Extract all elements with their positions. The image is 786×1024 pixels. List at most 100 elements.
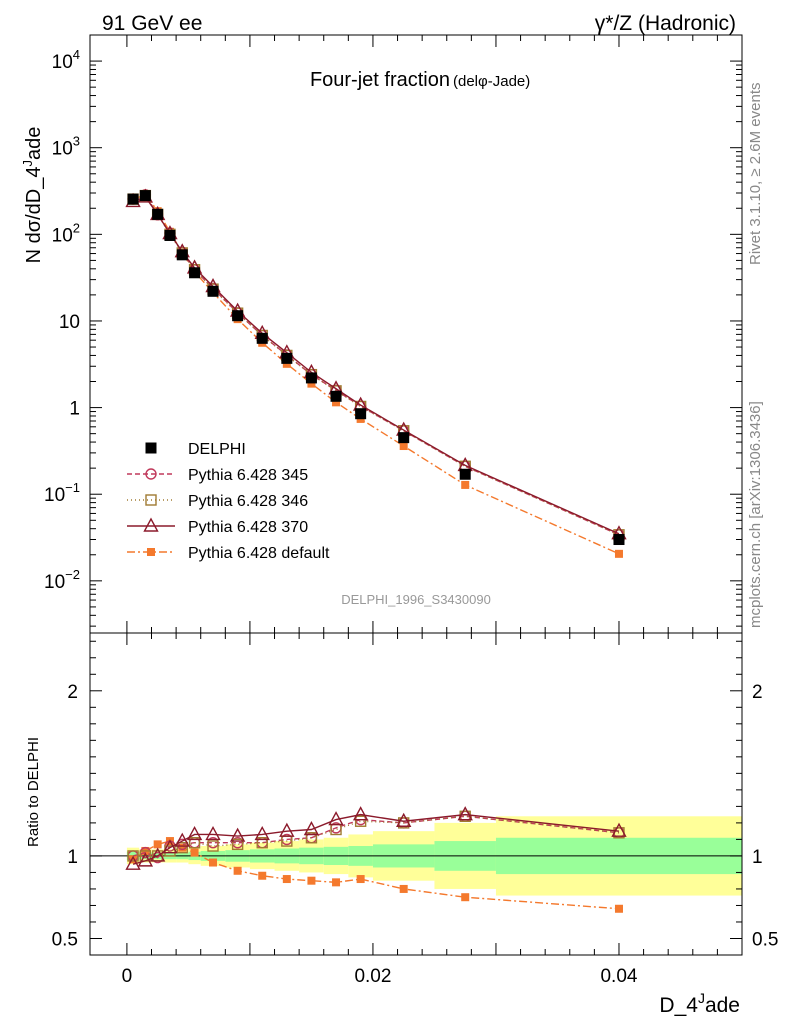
ratio-point bbox=[328, 811, 344, 826]
data-point bbox=[232, 310, 244, 322]
ratio-point bbox=[127, 850, 139, 862]
ratio-point bbox=[174, 832, 190, 847]
legend-marker bbox=[145, 442, 157, 454]
legend-label: Pythia 6.428 default bbox=[188, 545, 330, 562]
ratio-point bbox=[209, 858, 218, 867]
data-point bbox=[127, 193, 139, 205]
data-point bbox=[307, 379, 316, 388]
ratio-tick-label-right: 0.5 bbox=[752, 929, 778, 950]
data-point bbox=[139, 190, 151, 202]
legend-entry: Pythia 6.428 346 bbox=[127, 493, 308, 510]
ratio-point bbox=[205, 825, 221, 841]
ratio-point bbox=[149, 847, 166, 862]
ratio-series bbox=[125, 806, 627, 913]
y-tick-label: 103 bbox=[52, 134, 80, 160]
y-tick-label: 1 bbox=[69, 399, 80, 420]
data-point bbox=[461, 480, 470, 489]
ratio-series-3 bbox=[125, 806, 627, 870]
y-tick-label: 10−2 bbox=[44, 567, 80, 593]
data-point bbox=[398, 432, 410, 444]
series-0 bbox=[127, 190, 625, 546]
data-point bbox=[613, 534, 625, 546]
ratio-frame bbox=[89, 632, 743, 956]
data-point bbox=[614, 549, 623, 558]
ratio-point bbox=[352, 806, 369, 821]
ratio-point bbox=[153, 840, 162, 849]
data-point bbox=[281, 352, 293, 364]
chart-title: Four-jet fraction bbox=[310, 69, 450, 91]
data-point bbox=[189, 267, 201, 279]
ratio-point bbox=[457, 806, 473, 821]
mcplots-caption: mcplots.cern.ch [arXiv:1306.3436] bbox=[747, 401, 764, 628]
ratio-point bbox=[356, 875, 365, 884]
legend-marker bbox=[147, 548, 155, 556]
ratio-point bbox=[354, 815, 367, 827]
x-tick-label: 0 bbox=[122, 966, 133, 987]
legend-marker bbox=[145, 494, 157, 506]
x-tick-label: 0.02 bbox=[354, 966, 391, 987]
analysis-id: DELPHI_1996_S3430090 bbox=[341, 592, 491, 607]
legend-label: DELPHI bbox=[188, 441, 246, 458]
ratio-point bbox=[137, 852, 154, 867]
data-point bbox=[256, 332, 268, 344]
x-tick-label: 0.04 bbox=[600, 966, 637, 987]
data-point bbox=[332, 398, 341, 407]
series-line bbox=[132, 196, 620, 535]
legend-marker bbox=[143, 517, 159, 532]
ratio-tick-label: 2 bbox=[67, 682, 78, 703]
legend-entry: Pythia 6.428 default bbox=[127, 545, 330, 562]
series-line bbox=[132, 193, 620, 555]
legend-marker bbox=[145, 468, 157, 480]
legend-label: Pythia 6.428 346 bbox=[188, 493, 308, 510]
chart-subtitle: (delφ-Jade) bbox=[453, 73, 530, 90]
ratio-point bbox=[162, 839, 178, 854]
legend-entry: Pythia 6.428 370 bbox=[127, 517, 308, 536]
ratio-point bbox=[129, 855, 138, 864]
data-point bbox=[305, 372, 317, 384]
y-tick-label: 10 bbox=[59, 312, 80, 333]
y-tick-label: 10−1 bbox=[44, 480, 80, 506]
ratio-tick-label-right: 2 bbox=[752, 682, 763, 703]
main-series bbox=[125, 188, 627, 558]
ratio-point bbox=[614, 904, 623, 913]
ratio-tick-label: 1 bbox=[67, 847, 78, 868]
ratio-point bbox=[190, 848, 199, 857]
y-axis-label: N dσ/dD_4Jade bbox=[20, 127, 45, 264]
y-tick-label: 104 bbox=[52, 47, 80, 73]
ratio-point bbox=[611, 822, 627, 837]
ratio-point bbox=[305, 832, 318, 844]
ratio-point bbox=[254, 825, 270, 841]
ratio-point bbox=[186, 825, 203, 841]
series-1 bbox=[127, 189, 625, 541]
ratio-tick-label-right: 1 bbox=[752, 847, 763, 868]
main-panel: 10−2 10−1 1 10 102 103 104 Four-jet fraction (… bbox=[44, 34, 743, 955]
legend-entry: Pythia 6.428 345 bbox=[127, 467, 308, 484]
data-point bbox=[152, 208, 164, 220]
ratio-point bbox=[282, 875, 291, 884]
ratio-point bbox=[396, 812, 412, 827]
data-point bbox=[459, 468, 471, 480]
ratio-point bbox=[229, 827, 246, 842]
ratio-point bbox=[258, 871, 267, 880]
ratio-point bbox=[279, 822, 295, 837]
ratio-line bbox=[132, 840, 620, 910]
ratio-point bbox=[256, 837, 268, 849]
ratio-point bbox=[461, 893, 470, 902]
header-left: 91 GeV ee bbox=[102, 12, 202, 35]
main-frame bbox=[89, 34, 743, 634]
ratio-point bbox=[207, 840, 219, 852]
ratio-point bbox=[176, 841, 188, 854]
ratio-panel: 0 0.02 0.04 0.5 0.5 1 1 2 2 bbox=[52, 632, 778, 987]
ratio-point bbox=[303, 821, 320, 836]
ratio-y-label: Ratio to DELPHI bbox=[25, 737, 42, 847]
legend-label: Pythia 6.428 370 bbox=[188, 519, 308, 536]
data-point bbox=[176, 249, 188, 261]
data-point bbox=[207, 285, 219, 297]
ratio-point bbox=[231, 838, 244, 851]
header-right: γ*/Z (Hadronic) bbox=[595, 12, 736, 35]
series-line bbox=[132, 193, 620, 536]
ratio-point bbox=[307, 876, 316, 885]
x-axis-label: D_4Jade bbox=[659, 990, 740, 1017]
ratio-axes: 0 0.02 0.04 0.5 0.5 1 1 2 2 bbox=[52, 632, 778, 987]
